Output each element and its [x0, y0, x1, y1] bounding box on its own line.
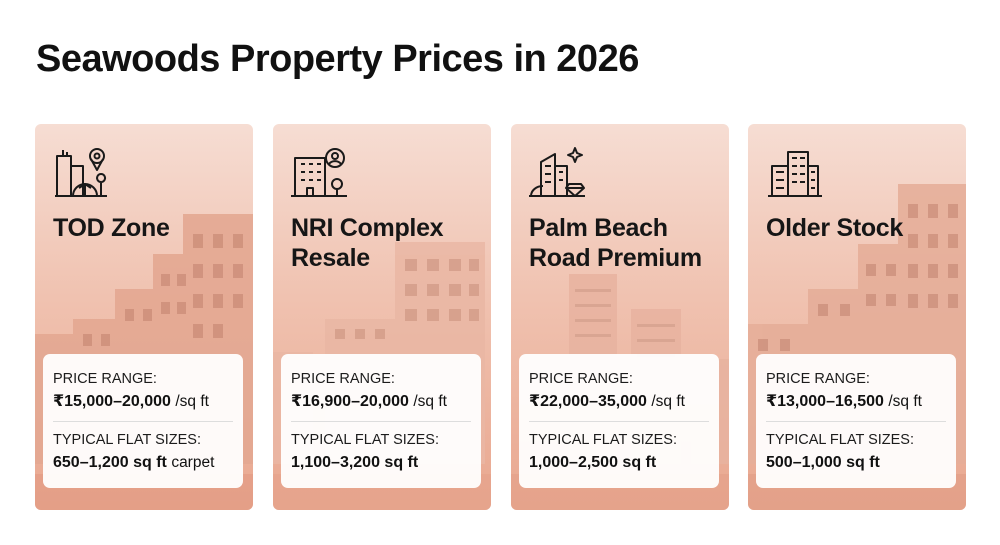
flat-sizes-label: TYPICAL FLAT SIZES:: [766, 432, 914, 448]
flat-sizes-value: 500–1,000 sq ft: [766, 454, 880, 471]
info-panel: PRICE RANGE: ₹15,000–20,000 /sq ft TYPIC…: [43, 354, 243, 488]
flat-sizes-label: TYPICAL FLAT SIZES:: [529, 432, 677, 448]
card-title: NRI Complex Resale: [291, 214, 444, 272]
card-title: Older Stock: [766, 214, 904, 242]
tower-sparkle-diamond-icon: [529, 147, 585, 197]
divider: [766, 421, 946, 422]
divider: [291, 421, 471, 422]
card-palm-beach-road-premium: Palm Beach Road Premium PRICE RANGE: ₹22…: [511, 124, 729, 510]
price-range-label: PRICE RANGE:: [529, 371, 633, 387]
card-title: Palm Beach Road Premium: [529, 214, 702, 272]
price-range-label: PRICE RANGE:: [766, 371, 870, 387]
price-range-value: ₹15,000–20,000 /sq ft: [53, 393, 209, 410]
card-tod-zone: TOD Zone PRICE RANGE: ₹15,000–20,000 /sq…: [35, 124, 253, 510]
info-panel: PRICE RANGE: ₹16,900–20,000 /sq ft TYPIC…: [281, 354, 481, 488]
price-cards: TOD Zone PRICE RANGE: ₹15,000–20,000 /sq…: [35, 124, 966, 510]
building-person-icon: [291, 148, 347, 197]
info-panel: PRICE RANGE: ₹13,000–16,500 /sq ft TYPIC…: [756, 354, 956, 488]
flat-sizes-value: 1,000–2,500 sq ft: [529, 454, 657, 471]
apartment-block-icon: [768, 151, 822, 197]
price-range-value: ₹16,900–20,000 /sq ft: [291, 393, 447, 410]
card-older-stock: Older Stock PRICE RANGE: ₹13,000–16,500 …: [748, 124, 966, 510]
flat-sizes-label: TYPICAL FLAT SIZES:: [53, 432, 201, 448]
flat-sizes-value: 1,100–3,200 sq ft: [291, 454, 419, 471]
price-range-label: PRICE RANGE:: [53, 371, 157, 387]
flat-sizes-label: TYPICAL FLAT SIZES:: [291, 432, 439, 448]
price-range-value: ₹22,000–35,000 /sq ft: [529, 393, 685, 410]
page-title: Seawoods Property Prices in 2026: [36, 38, 639, 80]
info-panel: PRICE RANGE: ₹22,000–35,000 /sq ft TYPIC…: [519, 354, 719, 488]
divider: [53, 421, 233, 422]
card-title: TOD Zone: [53, 214, 170, 242]
price-range-value: ₹13,000–16,500 /sq ft: [766, 393, 922, 410]
divider: [529, 421, 709, 422]
price-range-label: PRICE RANGE:: [291, 371, 395, 387]
card-nri-complex-resale: NRI Complex Resale PRICE RANGE: ₹16,900–…: [273, 124, 491, 510]
flat-sizes-value: 650–1,200 sq ft carpet: [53, 454, 215, 471]
city-location-pin-icon: [55, 148, 107, 197]
